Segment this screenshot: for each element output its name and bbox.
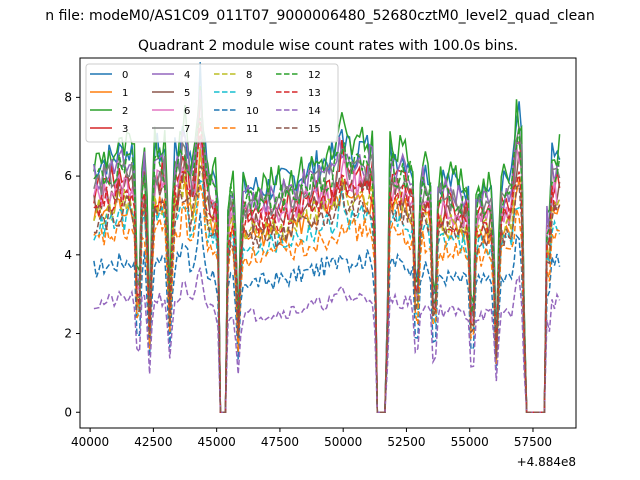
- plot-frame: [79, 57, 577, 429]
- x-offset-label: +4.884e8: [517, 455, 576, 469]
- legend-label: 8: [246, 70, 252, 81]
- legend-label: 14: [308, 106, 321, 117]
- figure-suptitle: n file: modeM0/AS1C09_011T07_9000006480_…: [45, 8, 594, 24]
- legend-label: 0: [122, 70, 128, 81]
- x-axis: 40000 42500 45000 47500 50000 52500 55000 57500: [71, 428, 552, 449]
- y-tick-label: 6: [64, 169, 72, 183]
- legend-label: 12: [308, 70, 321, 81]
- x-tick-label: 47500: [261, 435, 299, 449]
- series-layer: [93, 62, 561, 414]
- legend-label: 1: [122, 88, 128, 99]
- x-tick-label: 57500: [514, 435, 552, 449]
- legend-label: 2: [122, 106, 128, 117]
- series-line-13: [93, 121, 561, 414]
- y-tick-label: 2: [64, 327, 72, 341]
- legend-label: 3: [122, 124, 128, 135]
- x-tick-label: 45000: [198, 435, 236, 449]
- legend-label: 9: [246, 88, 252, 99]
- legend-label: 11: [246, 124, 259, 135]
- legend-label: 10: [246, 106, 259, 117]
- x-tick-label: 55000: [451, 435, 489, 449]
- chart-title: Quadrant 2 module wise count rates with …: [138, 38, 518, 54]
- x-tick-label: 52500: [387, 435, 425, 449]
- x-tick-label: 40000: [71, 435, 109, 449]
- y-axis: 0 2 4 6 8: [64, 90, 80, 419]
- legend-label: 4: [184, 70, 190, 81]
- legend-label: 15: [308, 124, 321, 135]
- legend-label: 6: [184, 106, 190, 117]
- y-tick-label: 4: [64, 248, 72, 262]
- legend-label: 7: [184, 124, 190, 135]
- legend-label: 13: [308, 88, 321, 99]
- y-tick-label: 0: [64, 405, 72, 419]
- series-line-14: [93, 267, 561, 414]
- series-line-15: [93, 164, 561, 414]
- x-tick-label: 42500: [134, 435, 172, 449]
- series-line-10: [93, 212, 561, 414]
- series-line-12: [93, 117, 561, 414]
- y-tick-label: 8: [64, 90, 72, 104]
- legend-box: [85, 63, 339, 143]
- legend-label: 5: [184, 88, 190, 99]
- x-tick-label: 50000: [324, 435, 362, 449]
